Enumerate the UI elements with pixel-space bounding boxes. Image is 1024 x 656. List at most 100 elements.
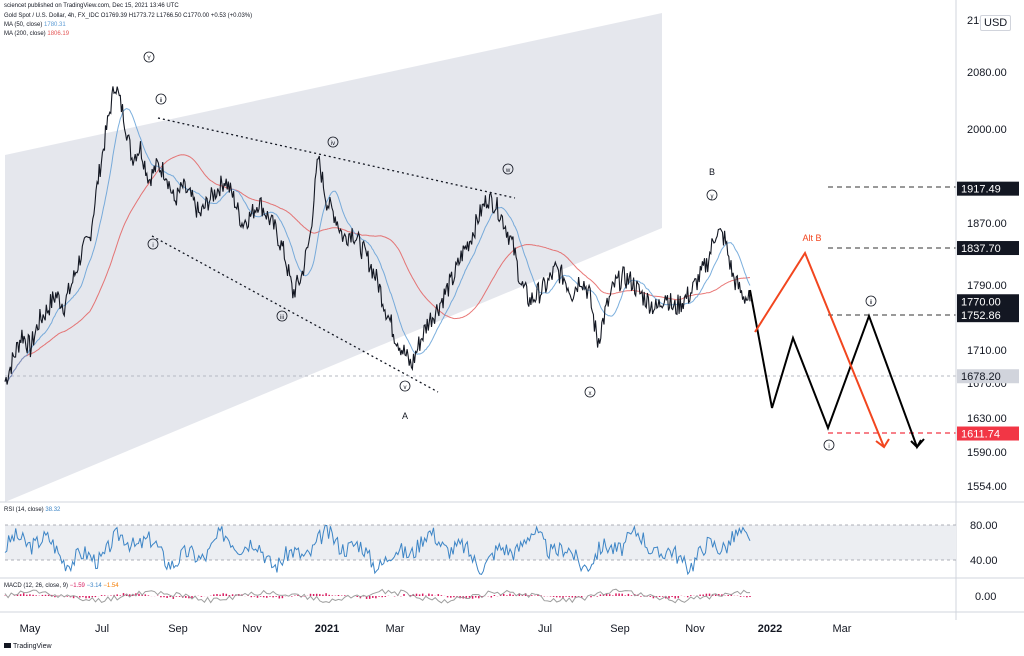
wave-label-circle	[276, 310, 288, 322]
x-tick-label: Sep	[610, 623, 630, 635]
price-label-box	[957, 181, 1019, 196]
macd-value-3: −1.54	[103, 583, 119, 589]
wave-label: iii	[280, 315, 284, 321]
wave-label-circle	[823, 439, 835, 451]
ma200-value: 1806.19	[47, 31, 70, 37]
macd-value-2: −3.14	[86, 583, 102, 589]
x-tick-label: Jul	[95, 623, 109, 635]
wave-label-circle	[147, 238, 159, 250]
parallel-channel	[5, 13, 662, 502]
macd-title: MACD (12, 26, close, 9)	[4, 583, 69, 589]
rsi-line	[4, 524, 751, 576]
price-label-1752-86[interactable]: 1752.86	[957, 308, 1019, 323]
price-label-text: 1917.49	[961, 184, 1001, 196]
wave-label: ii	[160, 98, 163, 104]
ma200-legend[interactable]: MA (200, close) 1806.19	[4, 31, 69, 37]
projection-path-alt-arrow	[875, 438, 890, 449]
wave-label: iv	[331, 141, 335, 147]
x-tick-label: 2022	[758, 623, 782, 635]
rsi-band	[5, 525, 956, 560]
wave-label-circle	[143, 51, 155, 63]
price-label-box	[957, 426, 1019, 441]
price-label-text: 1752.86	[961, 310, 1001, 322]
wave-label-circle	[155, 93, 167, 105]
y-tick-label: 1554.00	[967, 481, 1007, 493]
wave-label-circle	[706, 189, 718, 201]
wave-label-circle	[584, 386, 596, 398]
macd-value-1: −1.59	[69, 583, 85, 589]
x-tick-label: 2021	[315, 623, 339, 635]
y-tick-label: 1710.00	[967, 345, 1007, 357]
wave-label: x	[589, 391, 592, 397]
x-tick-label: Sep	[168, 623, 188, 635]
wedge-lower-line	[151, 235, 439, 393]
projection-path-main-arrow	[910, 438, 925, 449]
y-tick-label: 1590.00	[967, 447, 1007, 459]
ma50-label: MA (50, close)	[4, 22, 43, 28]
price-label-1611-74[interactable]: 1611.74	[957, 426, 1019, 441]
macd-tick-label: 0.00	[975, 591, 996, 603]
ma50-value: 1780.31	[44, 22, 66, 28]
time-axis[interactable]: May Jul Sep Nov 2021 Mar May Jul Sep Nov 2022 Mar	[20, 623, 852, 635]
price-label-text: 1611.74	[961, 429, 1000, 441]
rsi-legend[interactable]: RSI (14, close) 38.32	[4, 507, 60, 513]
x-tick-label: Jul	[538, 623, 552, 635]
wave-label: i	[152, 243, 153, 249]
price-label-text: 1837.70	[961, 243, 1001, 255]
tradingview-icon	[4, 643, 11, 648]
price-label-box	[957, 241, 1019, 256]
macd-legend[interactable]: MACD (12, 26, close, 9) −1.59 −3.14 −1.5…	[4, 583, 119, 589]
price-label-1917-49[interactable]: 1917.49	[957, 181, 1019, 196]
tradingview-logo[interactable]: TradingView	[4, 643, 52, 650]
publish-info: sciencet published on TradingView.com, D…	[4, 3, 179, 9]
y-tick-label: 1870.00	[967, 218, 1007, 230]
x-tick-label: Nov	[685, 623, 705, 635]
wave-label: A	[402, 411, 408, 421]
ohlc-values: O1769.39 H1773.72 L1766.50 C1770.00 +0.5…	[100, 13, 253, 19]
wave-label-circle	[327, 136, 339, 148]
ma50-legend[interactable]: MA (50, close) 1780.31	[4, 22, 66, 28]
ma200-line	[4, 154, 750, 382]
x-tick-label: Mar	[833, 623, 852, 635]
price-label-1837-70[interactable]: 1837.70	[957, 241, 1019, 256]
wedge-upper-line	[157, 117, 516, 199]
wave-label: i	[828, 444, 829, 450]
wave-label-circle	[502, 163, 514, 175]
projection-path-alt-b	[754, 250, 885, 448]
symbol-line: Gold Spot / U.S. Dollar, 4h, FX_IDC O176…	[4, 13, 252, 19]
wave-label: B	[709, 167, 715, 177]
wave-label-circle	[865, 295, 877, 307]
symbol-title[interactable]: Gold Spot / U.S. Dollar, 4h, FX_IDC	[4, 13, 100, 19]
wave-label: Alt B	[802, 233, 821, 243]
rsi-panel[interactable]	[4, 524, 956, 576]
macd-line	[4, 588, 750, 604]
y-tick-label: 1790.00	[967, 280, 1007, 292]
wave-label: y	[711, 194, 714, 200]
x-tick-label: May	[460, 623, 481, 635]
macd-panel[interactable]	[4, 588, 751, 604]
y-tick-label: 2080.00	[967, 67, 1007, 79]
wave-label: w	[505, 168, 511, 174]
x-tick-label: Mar	[386, 623, 405, 635]
y-tick-label: 1630.00	[967, 413, 1007, 425]
rsi-value: 38.32	[45, 507, 61, 513]
tradingview-label: TradingView	[13, 643, 52, 650]
rsi-title: RSI (14, close)	[4, 507, 44, 513]
price-series-line	[4, 86, 751, 385]
wave-label: Y	[147, 56, 151, 62]
rsi-tick-label: 80.00	[970, 520, 998, 532]
currency-badge[interactable]: USD	[980, 15, 1012, 31]
price-label-box	[957, 308, 1019, 323]
price-axis[interactable]: 2160.002080.002000.001870.001790.001710.…	[957, 15, 1019, 603]
price-label-text: 1678.20	[961, 371, 1001, 383]
wave-label-circle	[399, 380, 411, 392]
projection-path-main	[749, 289, 922, 450]
wave-label: ii	[870, 300, 873, 306]
macd-histogram	[4, 593, 751, 599]
x-tick-label: May	[20, 623, 41, 635]
price-label-1678-20[interactable]: 1678.20	[957, 369, 1019, 384]
ma200-label: MA (200, close)	[4, 31, 46, 37]
